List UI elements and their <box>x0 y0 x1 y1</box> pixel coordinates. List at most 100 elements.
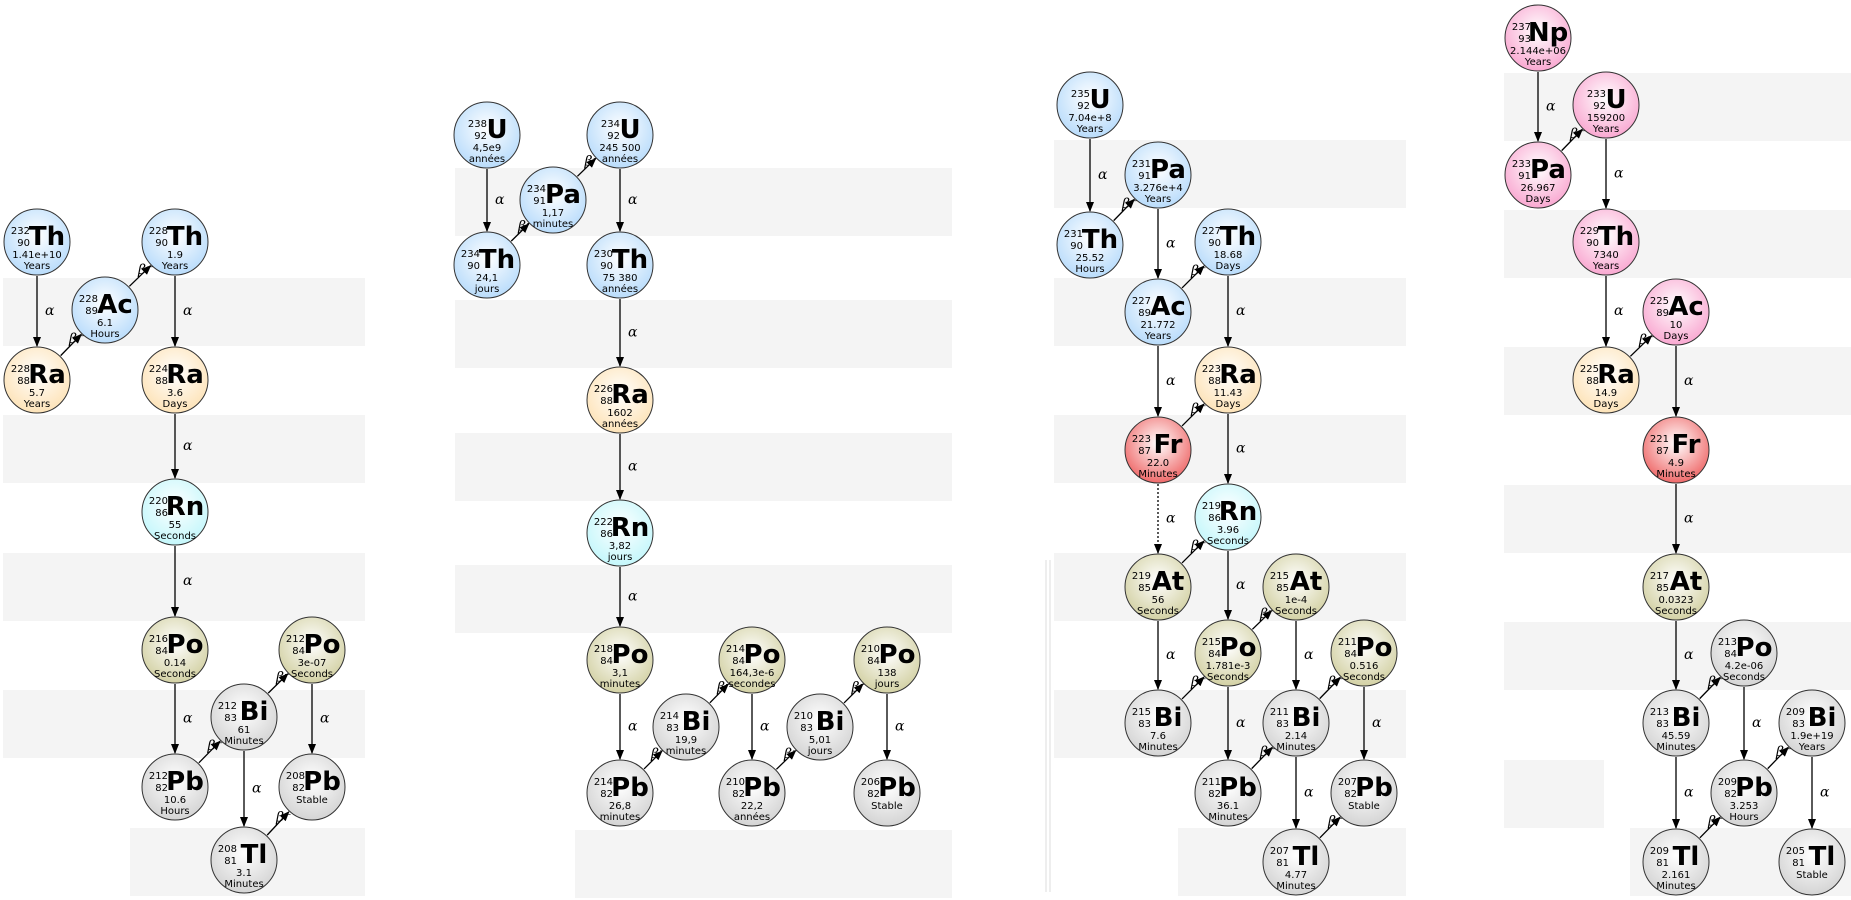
nuclides: Th232901.41e+10YearsAc228896.1HoursTh228… <box>3 4 1846 896</box>
mass-number: 224 <box>149 364 168 375</box>
half-life: 1.9 <box>167 250 183 261</box>
decay-arrow-tl208-pb208: β⁻ <box>266 810 291 836</box>
element-symbol: Ra <box>1219 360 1257 390</box>
half-life-unit: jours <box>874 679 900 690</box>
decay-label: α <box>1236 303 1246 319</box>
decay-arrow-rn222-po218: α <box>616 567 638 627</box>
mass-number: 213 <box>1718 637 1737 648</box>
decay-arrow-po216-pb212: α <box>171 684 193 754</box>
half-life-unit: Years <box>1524 57 1551 68</box>
mass-number: 209 <box>1650 846 1669 857</box>
half-life: 138 <box>877 668 896 679</box>
half-life: 245 500 <box>599 143 640 154</box>
mass-number: 220 <box>149 496 168 507</box>
half-life-unit: Seconds <box>1343 672 1385 683</box>
nuclide-circle <box>453 101 521 169</box>
half-life: 0.516 <box>1350 661 1379 672</box>
decay-label: α <box>1098 167 1108 183</box>
decay-label: α <box>628 589 638 605</box>
half-life-unit: Minutes <box>1656 881 1695 892</box>
band-stripe <box>1504 73 1851 141</box>
half-life: 4.9 <box>1668 458 1684 469</box>
mass-number: 228 <box>11 364 30 375</box>
atomic-number: 92 <box>607 131 620 142</box>
half-life-unit: Days <box>163 399 188 410</box>
atomic-number: 92 <box>1077 101 1090 112</box>
half-life: 1.781e-3 <box>1206 661 1251 672</box>
element-symbol: Pa <box>1530 155 1566 185</box>
atomic-number: 89 <box>85 306 98 317</box>
atomic-number: 93 <box>1518 34 1531 45</box>
element-symbol: Tl <box>241 840 268 870</box>
atomic-number: 90 <box>155 238 168 249</box>
mass-number: 218 <box>594 644 613 655</box>
half-life-unit: Years <box>1592 261 1619 272</box>
decay-arrow-bi213-po213: β⁻ <box>1699 674 1723 700</box>
element-symbol: Th <box>479 245 515 275</box>
decay-arrow-th228-ra224: α <box>171 276 193 347</box>
decay-arrow-po215-pb211: α <box>1224 687 1246 760</box>
decay-label: β⁻ <box>783 746 799 762</box>
decay-arrow-fr223-ra223: β⁻ <box>1181 401 1206 427</box>
mass-number: 215 <box>1270 571 1289 582</box>
atomic-number: 84 <box>867 656 880 667</box>
element-symbol: Bi <box>816 707 845 737</box>
atomic-number: 83 <box>666 723 679 734</box>
half-life: 1e-4 <box>1285 595 1308 606</box>
nuclide-circle <box>718 759 786 827</box>
half-life-unit: Minutes <box>224 879 263 890</box>
element-symbol: Th <box>167 222 203 252</box>
nuclide-circle <box>1642 689 1710 757</box>
nuclide-circle <box>1710 619 1778 687</box>
atomic-number: 81 <box>1792 858 1805 869</box>
nuclide-circle <box>1194 619 1262 687</box>
half-life-unit: Years <box>23 261 50 272</box>
half-life-unit: années <box>602 418 638 430</box>
half-life: 0.14 <box>164 658 186 669</box>
decay-arrow-po210-pb206: α <box>883 694 905 760</box>
atomic-number: 82 <box>155 783 168 794</box>
atomic-number: 82 <box>292 783 305 794</box>
atomic-number: 86 <box>1208 513 1221 524</box>
mass-number: 221 <box>1650 434 1669 445</box>
decay-label: α <box>1684 785 1694 801</box>
nuclide-circle <box>786 693 854 761</box>
half-life-unit: Hours <box>1729 812 1758 823</box>
half-life-unit: Hours <box>90 329 119 340</box>
element-symbol: Bi <box>1292 703 1321 733</box>
nuclide-circle <box>1572 208 1640 276</box>
atomic-number: 83 <box>800 723 813 734</box>
decay-arrow-po218-pb214: α <box>616 694 638 760</box>
nuclide-circle <box>1056 71 1124 139</box>
element-symbol: Po <box>167 630 204 660</box>
atomic-number: 83 <box>224 713 237 724</box>
element-symbol: Th <box>1220 222 1256 252</box>
element-symbol: Pb <box>611 773 649 803</box>
half-life-unit: Seconds <box>1207 536 1249 547</box>
nuclide-circle <box>1194 346 1262 414</box>
half-life-unit: années <box>734 811 770 823</box>
mass-number: 211 <box>1202 777 1221 788</box>
element-symbol: U <box>619 115 640 145</box>
element-symbol: Pb <box>1735 773 1773 803</box>
atomic-number: 88 <box>1208 376 1221 387</box>
decay-label: α <box>1546 99 1556 115</box>
decay-label: α <box>183 573 193 589</box>
mass-number: 214 <box>660 711 679 722</box>
atomic-number: 84 <box>600 656 613 667</box>
decay-arrow-po215-at215: β⁻ <box>1251 606 1275 630</box>
